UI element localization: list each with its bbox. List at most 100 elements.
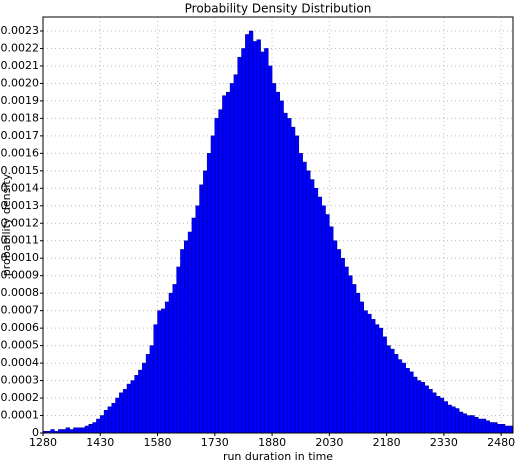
- y-tick-label: 0.0004: [1, 356, 40, 369]
- bar: [374, 324, 380, 434]
- bar: [103, 410, 109, 434]
- y-tick-label: 0.0002: [1, 391, 40, 404]
- bar: [142, 362, 147, 434]
- bar: [302, 161, 307, 434]
- bar: [214, 118, 219, 434]
- bar: [237, 56, 242, 434]
- x-tick-label: 2180: [373, 436, 401, 449]
- bar: [61, 429, 67, 434]
- bar: [100, 415, 105, 434]
- y-tick-label: 0.0009: [1, 269, 40, 282]
- y-tick-label: 0.0008: [1, 286, 40, 299]
- bar: [394, 354, 399, 434]
- y-tick-label: 0.0014: [1, 181, 40, 194]
- bar: [409, 371, 414, 434]
- bar: [260, 51, 265, 434]
- bar: [134, 375, 139, 434]
- y-tick-label: 0.0012: [1, 216, 40, 229]
- bar: [352, 284, 357, 434]
- bar: [470, 415, 475, 434]
- bar: [344, 266, 349, 434]
- bar: [268, 65, 273, 434]
- bar: [191, 217, 196, 434]
- x-tick-label: 1580: [144, 436, 172, 449]
- bar: [363, 310, 368, 434]
- bar: [451, 406, 456, 434]
- bar: [310, 179, 315, 434]
- bar: [161, 308, 166, 434]
- bar: [245, 34, 250, 434]
- bar: [317, 196, 322, 434]
- y-tick-label: 0: [32, 426, 39, 439]
- bar: [325, 214, 330, 434]
- x-tick-label: 1730: [201, 436, 229, 449]
- bar: [164, 301, 170, 434]
- bar: [222, 95, 227, 434]
- y-tick-label: 0.0001: [1, 409, 40, 422]
- bar: [493, 422, 498, 434]
- bar: [241, 48, 246, 434]
- bar: [69, 429, 74, 434]
- bar: [371, 319, 376, 434]
- bar: [504, 425, 510, 434]
- bar: [332, 240, 338, 434]
- y-tick-label: 0.0020: [1, 76, 40, 89]
- bar: [122, 389, 128, 434]
- bar: [386, 345, 391, 434]
- bar: [466, 415, 471, 434]
- bar: [481, 418, 487, 434]
- bar: [455, 408, 460, 434]
- bar: [348, 275, 353, 434]
- y-tick-label: 0.0019: [1, 94, 40, 107]
- x-tick-label: 1430: [86, 436, 114, 449]
- x-axis-label: run duration in time: [223, 450, 333, 463]
- bar: [65, 427, 70, 434]
- bar: [405, 368, 410, 434]
- y-tick-label: 0.0021: [1, 59, 40, 72]
- bar: [478, 418, 483, 434]
- x-tick-label: 2030: [315, 436, 343, 449]
- y-tick-label: 0.0007: [1, 304, 40, 317]
- bar: [474, 417, 479, 434]
- plot-frame: [42, 16, 514, 434]
- bar: [92, 422, 97, 434]
- bar: [382, 336, 387, 434]
- bar: [489, 422, 494, 434]
- x-tick-label: 1880: [258, 436, 286, 449]
- bar: [294, 135, 300, 434]
- bar: [80, 427, 86, 434]
- bar: [508, 425, 513, 434]
- bar: [187, 231, 193, 434]
- bar: [443, 401, 448, 434]
- bar: [424, 385, 429, 434]
- x-tick-label: 2480: [487, 436, 515, 449]
- bar: [172, 284, 177, 434]
- y-tick-label: 0.0018: [1, 111, 40, 124]
- bar: [313, 188, 319, 434]
- y-axis-label: probability density: [0, 173, 13, 276]
- bar: [229, 83, 235, 434]
- bar: [290, 126, 296, 434]
- y-tick-label: 0.0013: [1, 199, 40, 212]
- y-tick-label: 0.0006: [1, 321, 40, 334]
- bar: [58, 429, 63, 434]
- bar: [157, 310, 162, 434]
- bar: [248, 30, 254, 434]
- bar: [256, 39, 261, 434]
- bar: [397, 359, 403, 434]
- bar: [271, 83, 277, 434]
- bar: [485, 420, 490, 434]
- bar: [180, 249, 185, 434]
- y-tick-label: 0.0017: [1, 129, 40, 142]
- bar: [184, 240, 189, 434]
- bar: [206, 153, 212, 434]
- bar: [378, 327, 384, 434]
- bar: [416, 380, 422, 434]
- bar: [420, 382, 426, 434]
- bar: [199, 184, 204, 434]
- bar: [279, 100, 284, 434]
- bar: [138, 369, 143, 434]
- bar: [195, 205, 200, 434]
- bar: [145, 354, 151, 434]
- bar: [130, 380, 135, 434]
